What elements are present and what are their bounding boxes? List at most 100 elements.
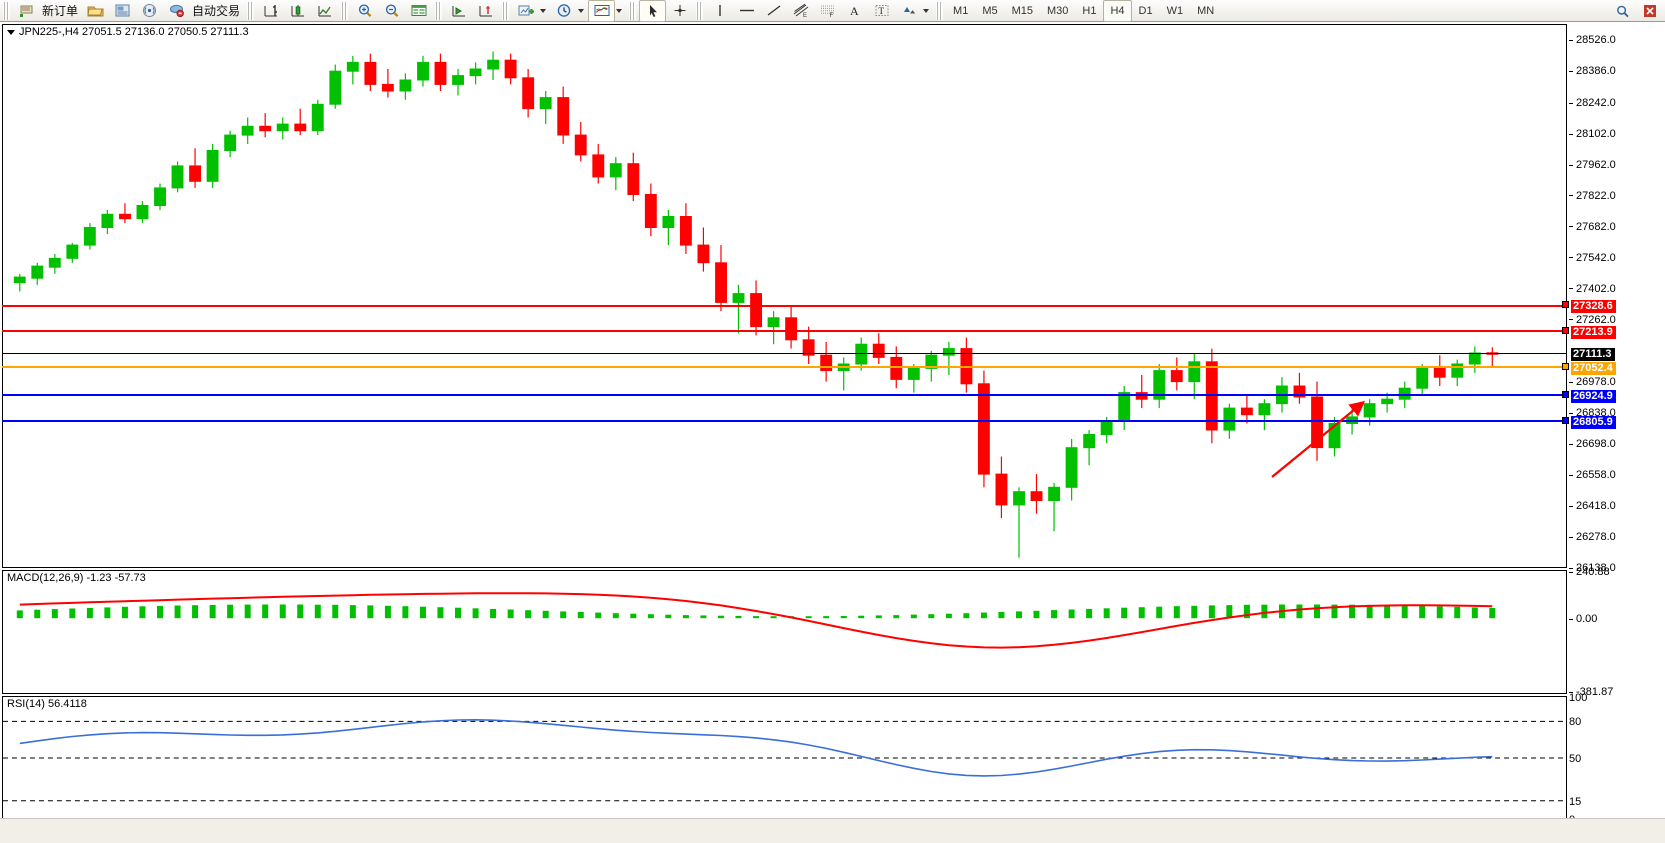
cursor-icon[interactable]	[639, 0, 667, 22]
candlestick-chart-icon[interactable]	[284, 0, 311, 22]
fibonacci-icon[interactable]: F	[814, 0, 841, 22]
period-mn[interactable]: MN	[1197, 4, 1215, 17]
price-tick: 27822.0	[1569, 190, 1616, 202]
period-m15[interactable]: M15	[1011, 4, 1033, 17]
price-label-support-upper[interactable]: 26924.9	[1571, 389, 1616, 403]
toolbar-grip-8[interactable]	[936, 1, 944, 20]
text-icon[interactable]: A	[841, 0, 868, 22]
rsi-tick: 50	[1569, 753, 1582, 765]
price-tick: 26278.0	[1569, 531, 1616, 543]
price-label-resistance-upper[interactable]: 27328.6	[1571, 300, 1616, 314]
macd-tick: -381.87	[1569, 686, 1613, 698]
line-chart-icon[interactable]	[311, 0, 338, 22]
rsi-tick: 80	[1569, 716, 1582, 729]
auto-trading-label[interactable]: 自动交易	[192, 4, 241, 18]
expert-advisor-icon[interactable]	[163, 0, 190, 22]
toolbar-grip-7[interactable]	[696, 1, 704, 20]
period-w1[interactable]: W1	[1166, 4, 1184, 17]
new-order-label[interactable]: 新订单	[42, 4, 79, 18]
vertical-line-icon[interactable]	[706, 0, 733, 22]
bar-chart-icon[interactable]	[257, 0, 284, 22]
level-handle-support-upper[interactable]	[1562, 390, 1569, 398]
price-tick: 26698.0	[1569, 438, 1616, 450]
toolbar-grip[interactable]	[3, 1, 10, 20]
equidistant-channel-icon[interactable]: E	[787, 0, 814, 22]
folder-icon[interactable]	[82, 0, 109, 22]
templates-caret-icon[interactable]	[616, 8, 623, 13]
close-icon[interactable]	[1636, 0, 1663, 22]
period-m5[interactable]: M5	[982, 4, 998, 17]
level-line-support-upper[interactable]	[2, 394, 1567, 397]
price-tick: 28102.0	[1569, 128, 1616, 140]
level-line-support-lower[interactable]	[2, 420, 1567, 423]
macd-pane-label: MACD(12,26,9) -1.23 -57.73	[7, 572, 146, 584]
shapes-caret-icon[interactable]	[923, 8, 930, 13]
period-clock-icon[interactable]	[550, 0, 577, 22]
level-handle-resistance-lower[interactable]	[1562, 326, 1569, 334]
news-icon[interactable]	[109, 0, 136, 22]
period-d1[interactable]: D1	[1138, 4, 1153, 17]
rsi-pane-label: RSI(14) 56.4118	[7, 698, 87, 710]
level-line-resistance-lower[interactable]	[2, 330, 1567, 333]
price-tick: 26138.0	[1569, 562, 1616, 574]
templates-icon[interactable]	[588, 0, 616, 22]
level-line-resistance-upper[interactable]	[2, 304, 1567, 307]
price-label-support-lower[interactable]: 26805.9	[1571, 415, 1616, 429]
macd-tick: 240.88	[1569, 566, 1610, 578]
zoom-out-icon[interactable]	[378, 0, 405, 22]
price-pane-label: JPN225-,H4 27051.5 27136.0 27050.5 27111…	[7, 26, 249, 38]
toolbar-grip-3[interactable]	[341, 1, 349, 20]
price-tick: 28242.0	[1569, 97, 1616, 109]
collapse-triangle-icon[interactable]	[7, 29, 15, 35]
status-strip	[0, 818, 1665, 843]
zoom-in-icon[interactable]	[351, 0, 378, 22]
svg-text:E: E	[803, 13, 807, 18]
level-handle-resistance-upper[interactable]	[1562, 301, 1569, 309]
toolbar-grip-5[interactable]	[502, 1, 510, 20]
toolbar-grip-4[interactable]	[435, 1, 443, 20]
rsi-pane[interactable]: RSI(14) 56.4118	[2, 696, 1567, 820]
chart-area[interactable]: JPN225-,H4 27051.5 27136.0 27050.5 27111…	[0, 22, 1665, 842]
chart-shift-icon[interactable]	[445, 0, 472, 22]
add-indicator-icon[interactable]	[512, 0, 539, 22]
period-h1[interactable]: H1	[1082, 4, 1097, 17]
level-line-pivot-level[interactable]	[2, 366, 1567, 368]
price-label-last-price[interactable]: 27111.3	[1571, 348, 1615, 362]
price-label-resistance-lower[interactable]: 27213.9	[1571, 325, 1616, 339]
period-h4[interactable]: H4	[1103, 0, 1132, 22]
level-handle-pivot-level[interactable]	[1562, 362, 1569, 370]
crosshair-icon[interactable]	[666, 0, 693, 22]
price-tick: 27962.0	[1569, 159, 1616, 171]
price-pane-label-text: JPN225-,H4 27051.5 27136.0 27050.5 27111…	[19, 26, 249, 38]
svg-text:T: T	[878, 6, 884, 16]
shapes-icon[interactable]	[895, 0, 922, 22]
signal-icon[interactable]	[136, 0, 163, 22]
text-label-icon[interactable]: T	[868, 0, 895, 22]
svg-text:F: F	[829, 13, 833, 18]
price-tick: 26558.0	[1569, 469, 1616, 481]
price-scale[interactable]: 28526.0 28386.0 28242.0 28102.0 27962.0 27822…	[1569, 24, 1665, 826]
toolbar-grip-2[interactable]	[247, 1, 255, 20]
data-window-icon[interactable]	[405, 0, 432, 22]
price-tick: 28526.0	[1569, 34, 1616, 46]
trendline-icon[interactable]	[760, 0, 787, 22]
period-m30[interactable]: M30	[1047, 4, 1069, 17]
chart-autoscroll-icon[interactable]	[472, 0, 499, 22]
add-indicator-caret-icon[interactable]	[540, 8, 547, 13]
toolbar-grip-6[interactable]	[629, 1, 637, 20]
price-tick: 26978.0	[1569, 376, 1616, 388]
rsi-tick: 100	[1569, 692, 1588, 704]
period-m1[interactable]: M1	[953, 4, 969, 17]
level-line-last-price[interactable]	[2, 352, 1567, 354]
price-chart-pane[interactable]: JPN225-,H4 27051.5 27136.0 27050.5 27111…	[2, 24, 1567, 568]
period-caret-icon[interactable]	[578, 8, 585, 13]
macd-plot	[16, 592, 1496, 649]
search-icon[interactable]	[1609, 0, 1636, 22]
new-order-icon[interactable]	[13, 0, 40, 22]
macd-pane[interactable]: MACD(12,26,9) -1.23 -57.73	[2, 570, 1567, 694]
price-candles	[13, 51, 1499, 558]
horizontal-line-icon[interactable]	[733, 0, 760, 22]
price-label-pivot-level[interactable]: 27052.4	[1571, 361, 1616, 375]
macd-tick: 0.00	[1569, 613, 1597, 625]
level-handle-support-lower[interactable]	[1562, 416, 1569, 424]
